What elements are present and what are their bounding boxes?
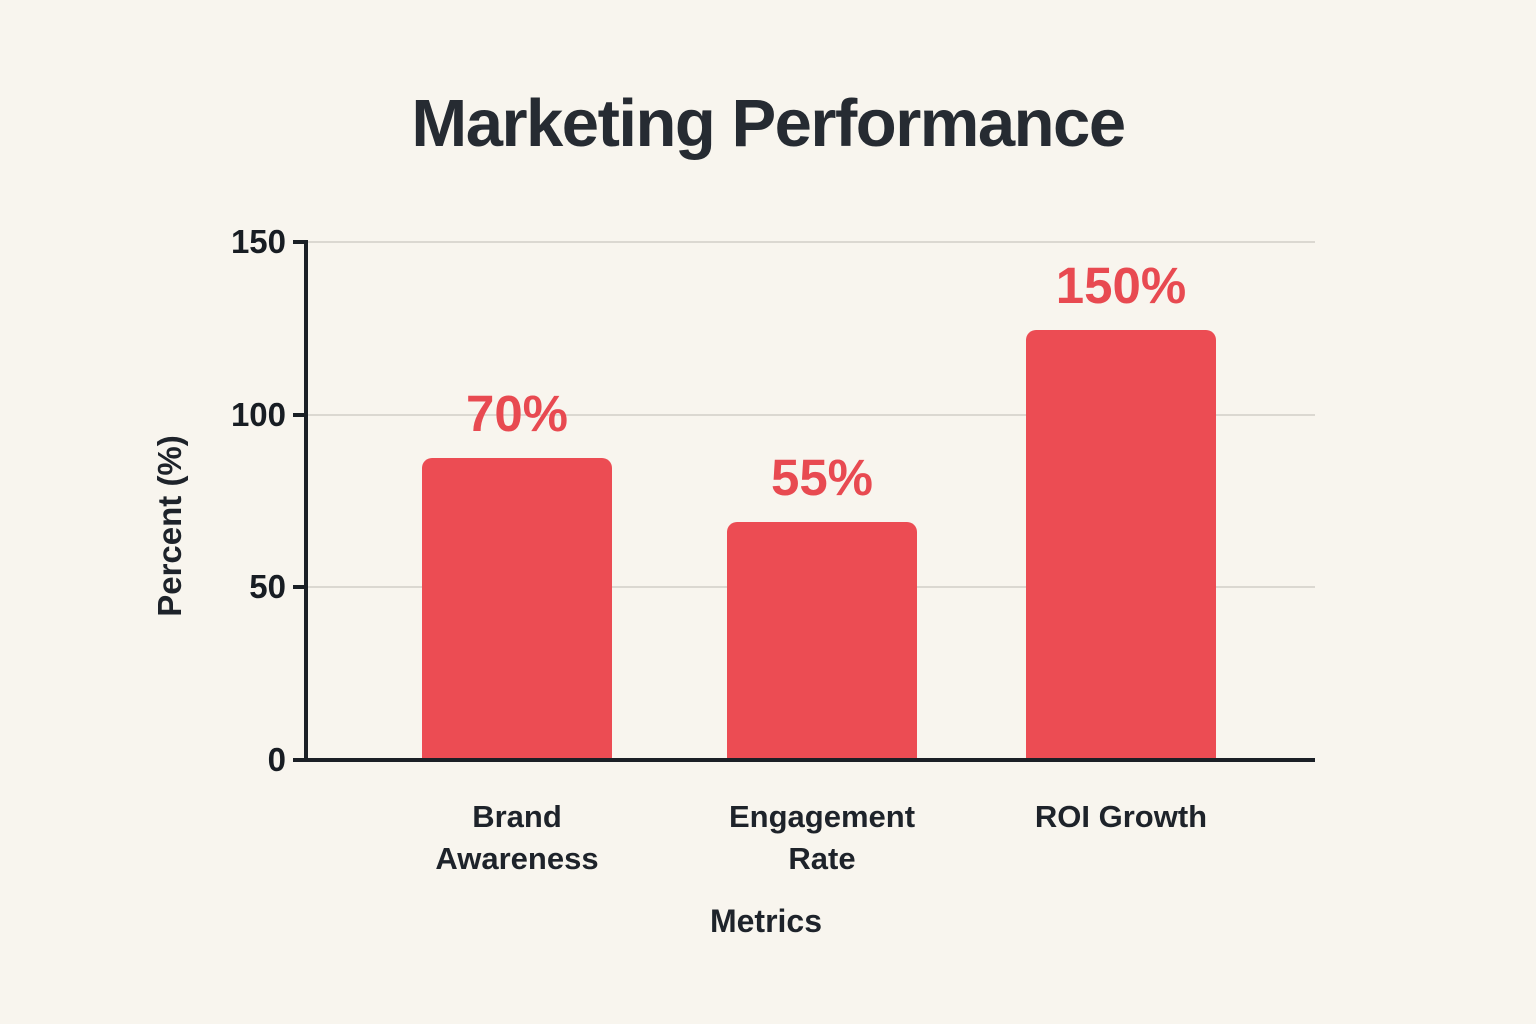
bar-engagement-rate (727, 521, 917, 758)
x-axis-title: Metrics (709, 903, 823, 939)
y-tick-label-100: 100 (230, 395, 286, 433)
bar-brand-awareness (422, 457, 612, 758)
y-tick-label-50: 50 (249, 568, 286, 606)
x-axis-line (304, 758, 1315, 762)
x-tick-label-line: Brand (472, 799, 562, 834)
y-tick-150 (293, 240, 308, 244)
x-tick-label-engagement-rate: Engagement Rate (662, 796, 982, 880)
y-axis-line (304, 242, 308, 762)
x-tick-label-line: Engagement (728, 799, 916, 834)
y-tick-label-150: 150 (230, 223, 286, 260)
y-tick-50 (293, 585, 308, 590)
bar-value-label-engagement-rate: 55% (770, 448, 874, 506)
bar-value-label-roi-growth: 150% (1055, 257, 1187, 315)
gridline-150 (308, 241, 1315, 243)
bar-value-label-brand-awareness: 70% (465, 384, 569, 442)
x-tick-label-line: ROI Growth (1034, 799, 1208, 834)
chart-title: Marketing Performance (411, 86, 1126, 161)
x-tick-label-line: Awareness (435, 841, 599, 876)
y-tick-100 (293, 412, 308, 417)
y-tick-0 (293, 758, 308, 762)
gridline-100 (308, 413, 1315, 416)
x-tick-label-roi-growth: ROI Growth (961, 796, 1281, 838)
x-tick-label-brand-awareness: Brand Awareness (357, 796, 677, 880)
x-tick-label-line: Rate (788, 841, 856, 876)
bar-roi-growth (1026, 330, 1216, 758)
y-tick-label-0: 0 (267, 741, 286, 778)
